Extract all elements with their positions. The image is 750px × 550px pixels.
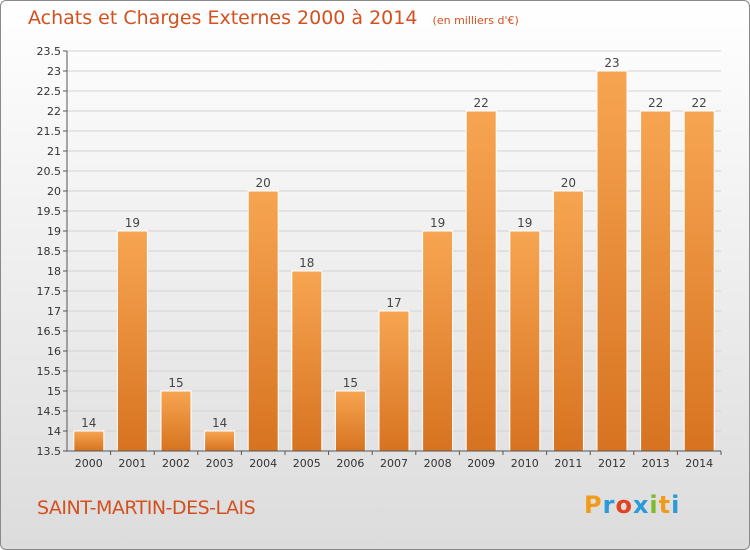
- y-tick-label: 15: [47, 385, 61, 398]
- value-label: 22: [692, 96, 707, 110]
- bars: [73, 70, 715, 452]
- value-label: 18: [299, 256, 314, 270]
- x-tick-label: 2010: [511, 457, 539, 470]
- x-tick-label: 2009: [467, 457, 495, 470]
- x-tick-label: 2005: [293, 457, 321, 470]
- logo-letter: x: [632, 491, 650, 519]
- bar: [247, 190, 279, 452]
- y-tick-label: 22.5: [37, 85, 62, 98]
- y-tick-label: 18.5: [37, 245, 62, 258]
- bar: [596, 70, 628, 452]
- x-axis-labels: 2000 2001 2002 2003 2004 2005 2006 2007 2008 2009…: [75, 457, 713, 470]
- chart-title: Achats et Charges Externes 2000 à 2014: [28, 7, 418, 29]
- x-tick-label: 2012: [598, 457, 626, 470]
- y-tick-label: 22: [47, 105, 61, 118]
- y-tick-label: 21.5: [37, 125, 62, 138]
- bar: [204, 430, 236, 452]
- value-label: 20: [561, 176, 576, 190]
- y-tick-label: 16.5: [37, 325, 62, 338]
- y-tick-label: 14.5: [37, 405, 62, 418]
- bar: [160, 390, 192, 452]
- bar: [422, 230, 454, 452]
- bar: [116, 230, 148, 452]
- value-label: 17: [386, 296, 401, 310]
- x-tick-label: 2004: [249, 457, 277, 470]
- value-label: 19: [125, 216, 140, 230]
- value-label: 23: [604, 56, 619, 70]
- bar: [552, 190, 584, 452]
- x-tick-label: 2014: [685, 457, 713, 470]
- y-tick-label: 16: [47, 345, 61, 358]
- x-tick-label: 2013: [642, 457, 670, 470]
- chart-unit: (en milliers d'€): [432, 14, 519, 27]
- value-label: 15: [343, 376, 358, 390]
- y-tick-label: 20.5: [37, 165, 62, 178]
- proxiti-logo: Proxiti: [584, 491, 680, 519]
- logo-letter: o: [615, 491, 633, 519]
- y-tick-label: 23.5: [37, 45, 62, 58]
- chart-header: Achats et Charges Externes 2000 à 2014 (…: [28, 7, 519, 29]
- y-tick-label: 18: [47, 265, 61, 278]
- bar: [509, 230, 541, 452]
- x-tick-label: 2006: [336, 457, 364, 470]
- bar: [334, 390, 366, 452]
- y-tick-label: 19.5: [37, 205, 62, 218]
- value-label: 22: [648, 96, 663, 110]
- x-tick-label: 2001: [118, 457, 146, 470]
- x-tick-label: 2011: [554, 457, 582, 470]
- bar: [291, 270, 323, 452]
- commune-name: SAINT-MARTIN-DES-LAIS: [37, 497, 256, 519]
- value-label: 20: [256, 176, 271, 190]
- value-label: 19: [430, 216, 445, 230]
- x-tick-label: 2008: [424, 457, 452, 470]
- x-tick-label: 2007: [380, 457, 408, 470]
- bar: [683, 110, 715, 452]
- bar: [73, 430, 105, 452]
- bar: [465, 110, 497, 452]
- value-labels: 14 19 15 14 20 18 15 17 19 22 19 20 23 22 22: [81, 56, 707, 430]
- axes: [66, 51, 721, 452]
- y-tick-label: 23: [47, 65, 61, 78]
- bar: [640, 110, 672, 452]
- logo-letter: t: [658, 491, 672, 519]
- y-tick-label: 17: [47, 305, 61, 318]
- y-axis-labels: 13.5 14 14.5 15 15.5 16 16.5 17 17.5 18 18.5 19 19.5…: [37, 45, 62, 458]
- logo-letter: i: [671, 491, 681, 519]
- value-label: 15: [168, 376, 183, 390]
- value-label: 14: [81, 416, 96, 430]
- logo-letter: r: [602, 491, 616, 519]
- value-label: 19: [517, 216, 532, 230]
- logo-letter: P: [584, 491, 603, 519]
- y-tick-label: 19: [47, 225, 61, 238]
- y-tick-label: 14: [47, 425, 61, 438]
- x-tick-label: 2000: [75, 457, 103, 470]
- y-tick-label: 20: [47, 185, 61, 198]
- x-tick-label: 2002: [162, 457, 190, 470]
- logo-letter: i: [649, 491, 659, 519]
- bar: [378, 310, 410, 452]
- y-tick-label: 21: [47, 145, 61, 158]
- y-tick-label: 13.5: [37, 445, 62, 458]
- value-label: 14: [212, 416, 227, 430]
- y-tick-label: 15.5: [37, 365, 62, 378]
- x-tick-label: 2003: [206, 457, 234, 470]
- y-tick-label: 17.5: [37, 285, 62, 298]
- value-label: 22: [474, 96, 489, 110]
